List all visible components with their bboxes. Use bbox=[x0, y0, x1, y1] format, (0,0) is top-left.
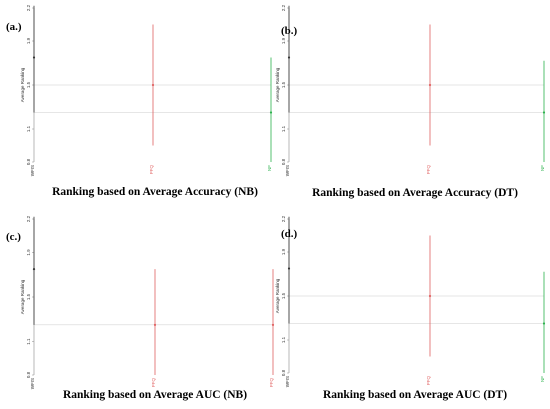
x-category-label: NF bbox=[540, 376, 545, 382]
point-marker bbox=[287, 56, 291, 59]
x-category-label: NF bbox=[540, 165, 545, 171]
point-marker bbox=[32, 268, 36, 271]
point-marker bbox=[542, 322, 546, 325]
y-tick-label: 1.9 bbox=[26, 249, 31, 256]
chart-title: Ranking based on Average Accuracy (DT) bbox=[312, 187, 518, 199]
y-tick-label: 2.2 bbox=[281, 4, 286, 11]
x-category-label: PFQ bbox=[149, 165, 154, 175]
y-tick-label: 1.5 bbox=[26, 293, 31, 300]
y-tick-label: 0.8 bbox=[281, 158, 286, 165]
x-category-label: WFIS bbox=[30, 165, 35, 176]
y-tick-label: 0.8 bbox=[26, 371, 31, 378]
x-category-label: WFIS bbox=[30, 378, 35, 389]
panel-label: (b.) bbox=[281, 25, 298, 37]
y-tick-label: 1.5 bbox=[281, 292, 286, 299]
chart-title: Ranking based on Average AUC (NB) bbox=[63, 389, 247, 401]
x-category-label: PFQ bbox=[269, 378, 274, 388]
y-tick-label: 2.2 bbox=[26, 4, 31, 11]
y-tick-label: 2.2 bbox=[26, 215, 31, 222]
x-category-label: PFQ bbox=[426, 165, 431, 175]
x-category-label: PFQ bbox=[151, 378, 156, 388]
point-marker bbox=[271, 323, 275, 326]
y-axis-label: Average Ranking bbox=[275, 67, 280, 102]
point-marker bbox=[151, 83, 155, 87]
y-tick-label: 2.2 bbox=[281, 215, 286, 222]
y-tick-label: 1.1 bbox=[26, 338, 31, 345]
point-marker bbox=[269, 111, 273, 114]
panel-d: 0.8 1.1 1.5 1.9 2.2 Average Ranking WFIS PFQ NF (… bbox=[275, 205, 550, 409]
chart-title: Ranking based on Average AUC (DT) bbox=[323, 389, 507, 401]
y-tick-label: 1.1 bbox=[281, 336, 286, 343]
chart-title: Ranking based on Average Accuracy (NB) bbox=[52, 186, 258, 198]
y-tick-label: 1.5 bbox=[26, 81, 31, 88]
ranking-chart-b: 0.8 1.1 1.5 1.9 2.2 Average Ranking WFIS PFQ NF (… bbox=[275, 4, 546, 199]
y-tick-label: 0.8 bbox=[281, 369, 286, 376]
point-marker bbox=[32, 56, 36, 59]
x-category-label: NF bbox=[267, 165, 272, 171]
ranking-chart-d: 0.8 1.1 1.5 1.9 2.2 Average Ranking WFIS PFQ NF (… bbox=[275, 215, 546, 401]
x-category-label: PFQ bbox=[426, 376, 431, 386]
y-tick-label: 1.9 bbox=[26, 37, 31, 44]
y-axis-label: Average Ranking bbox=[20, 279, 25, 314]
y-tick-label: 1.1 bbox=[281, 125, 286, 132]
panel-label: (d.) bbox=[281, 228, 298, 240]
panel-label: (c.) bbox=[6, 231, 21, 243]
x-category-label: WFIS bbox=[285, 376, 290, 387]
y-tick-label: 1.1 bbox=[26, 125, 31, 132]
x-category-label: WFIS bbox=[285, 165, 290, 176]
ranking-chart-c: 0.8 1.1 1.5 1.9 2.2 Average Ranking WFIS PFQ PFQ… bbox=[6, 215, 275, 401]
y-tick-label: 1.9 bbox=[281, 248, 286, 255]
panel-a: 0.8 1.1 1.5 1.9 2.2 Average Ranking WFIS PFQ NF (… bbox=[0, 0, 275, 204]
point-marker bbox=[287, 267, 291, 270]
panel-c: 0.8 1.1 1.5 1.9 2.2 Average Ranking WFIS PFQ PFQ… bbox=[0, 205, 275, 409]
panel-b: 0.8 1.1 1.5 1.9 2.2 Average Ranking WFIS PFQ NF (… bbox=[275, 0, 550, 204]
point-marker bbox=[428, 294, 432, 298]
ranking-chart-a: 0.8 1.1 1.5 1.9 2.2 Average Ranking WFIS PFQ NF (… bbox=[6, 4, 273, 198]
panel-label: (a.) bbox=[6, 21, 22, 33]
point-marker bbox=[542, 111, 546, 114]
y-tick-label: 0.8 bbox=[26, 158, 31, 165]
y-tick-label: 1.5 bbox=[281, 81, 286, 88]
y-axis-label: Average Ranking bbox=[275, 278, 280, 313]
point-marker bbox=[428, 83, 432, 87]
y-tick-label: 1.9 bbox=[281, 37, 286, 44]
point-marker bbox=[153, 323, 157, 326]
y-axis-label: Average Ranking bbox=[20, 67, 25, 102]
